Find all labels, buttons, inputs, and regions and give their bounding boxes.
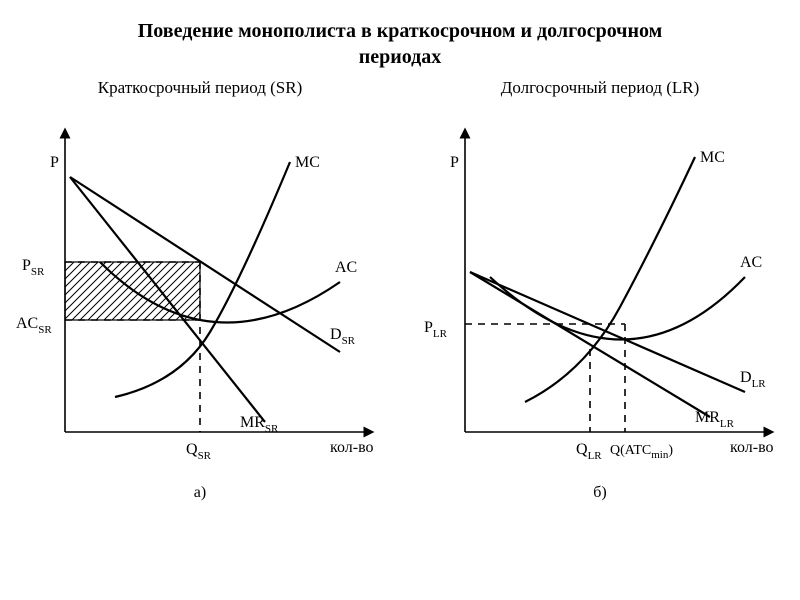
x-axis-label-a: кол-во [330, 439, 374, 456]
chart-lr-svg: P кол-во MC AC DLR MRLR PLR QLR Q(ATCmin… [410, 102, 790, 482]
footer-a: а) [10, 484, 390, 502]
dlr-label: DLR [740, 369, 766, 390]
page-title: Поведение монополиста в краткосрочном и … [0, 0, 800, 70]
acsr-label: ACSR [16, 315, 52, 336]
dlr-curve [470, 272, 745, 392]
dsr-label: DSR [330, 326, 356, 347]
ac-curve-lr [490, 277, 745, 340]
chart-sr-svg: P кол-во MC AC DSR MRSR PSR ACSR QSR [10, 102, 390, 482]
psr-label: PSR [22, 257, 45, 278]
x-axis-label-b: кол-во [730, 439, 774, 456]
plr-label: PLR [424, 319, 448, 340]
p-axis-label-b: P [450, 154, 459, 171]
p-axis-label: P [50, 154, 59, 171]
mc-label-sr: MC [295, 154, 320, 171]
qatcmin-label: Q(ATCmin) [610, 443, 673, 461]
mrlr-label: MRLR [695, 409, 735, 430]
qlr-label: QLR [576, 441, 602, 462]
mrlr-curve [470, 272, 710, 417]
ac-label-sr: AC [335, 259, 357, 276]
title-l1: Поведение монополиста в краткосрочном и … [138, 20, 662, 42]
qsr-label: QSR [186, 441, 212, 462]
subtitle-sr: Краткосрочный период (SR) [10, 78, 390, 98]
mc-curve-lr [525, 157, 695, 402]
chart-sr: Краткосрочный период (SR) [10, 78, 390, 502]
chart-lr: Долгосрочный период (LR) P кол-во [410, 78, 790, 502]
mc-label-lr: MC [700, 149, 725, 166]
charts-row: Краткосрочный период (SR) [0, 78, 800, 502]
ac-label-lr: AC [740, 254, 762, 271]
title-l2: периодах [359, 46, 442, 68]
subtitle-lr: Долгосрочный период (LR) [410, 78, 790, 98]
footer-b: б) [410, 484, 790, 502]
